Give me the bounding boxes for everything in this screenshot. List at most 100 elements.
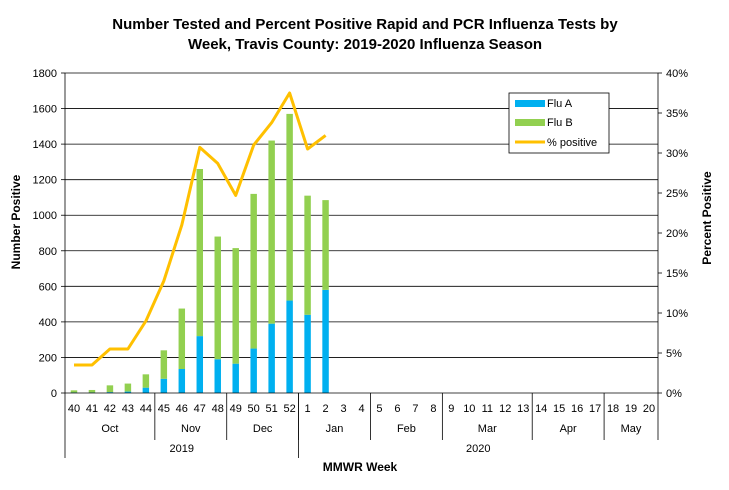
x-tick-label-week-50: 50 <box>248 403 260 415</box>
chart-title-line-2: Week, Travis County: 2019-2020 Influenza… <box>188 36 542 53</box>
legend-swatch-flu-b <box>515 119 545 126</box>
y2-tick-label-4: 20% <box>666 228 688 240</box>
bar-flu-b-week-47 <box>196 169 204 337</box>
x-tick-label-week-46: 46 <box>176 403 188 415</box>
x-tick-label-week-7: 7 <box>412 403 418 415</box>
y2-tick-label-7: 35% <box>666 108 688 120</box>
x-tick-label-week-10: 10 <box>463 403 475 415</box>
year-label-2020: 2020 <box>466 443 490 455</box>
legend-label-percent-positive: % positive <box>547 137 597 149</box>
bar-flu-b-week-51 <box>268 140 275 324</box>
chart-title-line-1: Number Tested and Percent Positive Rapid… <box>112 16 618 33</box>
month-label-nov: Nov <box>181 423 201 435</box>
x-tick-label-week-20: 20 <box>643 403 655 415</box>
y-tick-label-1200: 1200 <box>33 175 57 187</box>
y2-tick-label-3: 15% <box>666 268 688 280</box>
y2-axis-ticks: 0% 5% 10% 15% 20% 25% 30% 35% 40% <box>666 68 688 400</box>
x-tick-label-week-14: 14 <box>535 403 547 415</box>
y-tick-label-400: 400 <box>39 317 57 329</box>
x-tick-label-week-1: 1 <box>305 403 311 415</box>
y-tick-label-200: 200 <box>39 352 57 364</box>
x-tick-label-week-8: 8 <box>430 403 436 415</box>
y-tick-label-1600: 1600 <box>33 104 57 116</box>
y-tick-label-1000: 1000 <box>33 210 57 222</box>
axes <box>61 72 662 458</box>
x-tick-label-week-41: 41 <box>86 403 98 415</box>
x-tick-label-week-13: 13 <box>517 403 529 415</box>
x-tick-label-week-44: 44 <box>140 403 152 415</box>
y-tick-label-0: 0 <box>51 388 57 400</box>
bar-flu-a-week-44 <box>142 387 150 393</box>
y2-axis-title: Percent Positive <box>700 171 714 265</box>
x-tick-label-week-17: 17 <box>589 403 601 415</box>
x-tick-label-week-6: 6 <box>394 403 400 415</box>
bar-flu-a-week-43 <box>124 391 132 393</box>
bar-flu-b-week-44 <box>142 374 150 388</box>
bar-flu-b-week-43 <box>124 383 132 392</box>
x-tick-label-week-3: 3 <box>340 403 346 415</box>
bar-flu-b-week-48 <box>214 236 221 360</box>
y2-tick-label-6: 30% <box>666 148 688 160</box>
bar-flu-a-week-2 <box>322 289 329 393</box>
x-tick-label-week-43: 43 <box>122 403 134 415</box>
y-tick-label-800: 800 <box>39 246 57 258</box>
y-tick-label-1800: 1800 <box>33 68 57 80</box>
month-label-feb: Feb <box>397 423 416 435</box>
month-label-jan: Jan <box>326 423 344 435</box>
y-tick-label-1400: 1400 <box>33 139 57 151</box>
x-tick-label-week-4: 4 <box>358 403 364 415</box>
x-axis-title: MMWR Week <box>323 460 398 474</box>
percent-positive-line <box>74 91 327 367</box>
year-label-2019: 2019 <box>170 443 194 455</box>
y-axis-ticks: 0 200 400 600 800 1000 1200 1400 1600 1800 <box>33 68 57 400</box>
bar-flu-a-week-47 <box>196 336 204 393</box>
month-label-apr: Apr <box>560 423 577 435</box>
bar-flu-b-week-50 <box>250 193 257 349</box>
x-axis-ticks: 40 41 42 43 44 45 46 47 48 49 50 51 52 1 2 3 4 5 6 7 8 9 10 11 1… <box>68 403 655 455</box>
y2-tick-label-8: 40% <box>666 68 688 80</box>
bar-flu-a-week-42 <box>106 392 114 393</box>
month-label-oct: Oct <box>101 423 118 435</box>
x-tick-label-week-15: 15 <box>553 403 565 415</box>
y2-tick-label-1: 5% <box>666 348 682 360</box>
y2-tick-label-5: 25% <box>666 188 688 200</box>
bar-flu-a-week-1 <box>304 314 311 393</box>
x-tick-label-week-47: 47 <box>194 403 206 415</box>
month-label-mar: Mar <box>478 423 497 435</box>
bar-flu-b-week-1 <box>304 195 311 315</box>
bar-flu-b-week-40 <box>70 390 78 393</box>
bar-flu-b-week-52 <box>286 113 293 301</box>
legend-swatch-flu-a <box>515 100 545 107</box>
x-tick-label-week-45: 45 <box>158 403 170 415</box>
x-tick-label-week-49: 49 <box>230 403 242 415</box>
bar-flu-b-week-2 <box>322 200 329 290</box>
bars <box>70 113 329 393</box>
x-tick-label-week-11: 11 <box>482 403 493 415</box>
x-tick-label-week-5: 5 <box>376 403 382 415</box>
bar-flu-b-week-49 <box>232 248 239 364</box>
x-tick-label-week-2: 2 <box>322 403 328 415</box>
legend: Flu A Flu B % positive <box>508 92 610 154</box>
bar-flu-b-week-46 <box>178 308 186 369</box>
month-label-may: May <box>621 423 642 435</box>
bar-flu-b-week-42 <box>106 385 114 393</box>
bar-flu-a-week-45 <box>160 378 168 393</box>
x-tick-label-week-48: 48 <box>212 403 224 415</box>
percent-positive-line-group <box>74 91 327 367</box>
x-tick-label-week-12: 12 <box>499 403 511 415</box>
bar-flu-a-week-51 <box>268 323 275 393</box>
y2-tick-label-0: 0% <box>666 388 682 400</box>
x-tick-label-week-19: 19 <box>625 403 637 415</box>
x-tick-label-week-9: 9 <box>448 403 454 415</box>
legend-label-flu-b: Flu B <box>547 117 573 129</box>
bar-flu-a-week-49 <box>232 363 239 393</box>
legend-label-flu-a: Flu A <box>547 98 573 110</box>
y-tick-label-600: 600 <box>39 281 57 293</box>
bar-flu-b-week-45 <box>160 350 168 379</box>
bar-flu-b-week-41 <box>88 389 96 393</box>
y-axis-title: Number Positive <box>9 174 23 269</box>
x-tick-label-week-51: 51 <box>266 403 278 415</box>
x-tick-label-week-18: 18 <box>607 403 619 415</box>
bar-flu-a-week-46 <box>178 369 186 393</box>
month-label-dec: Dec <box>253 423 273 435</box>
